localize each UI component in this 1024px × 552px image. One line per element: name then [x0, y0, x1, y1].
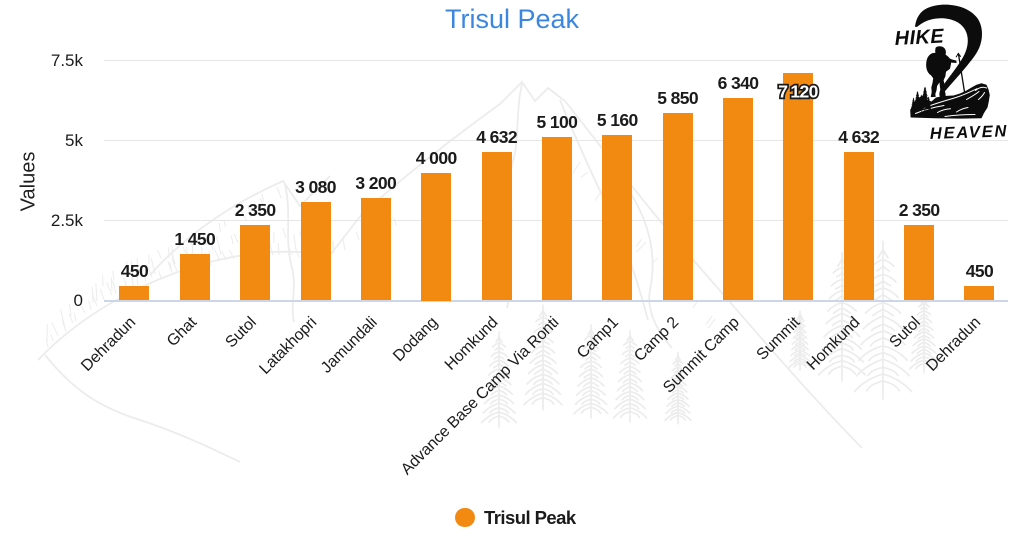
svg-text:HEAVEN: HEAVEN [930, 122, 1009, 143]
svg-text:HIKE: HIKE [894, 25, 945, 50]
svg-text:7 120: 7 120 [778, 82, 818, 102]
